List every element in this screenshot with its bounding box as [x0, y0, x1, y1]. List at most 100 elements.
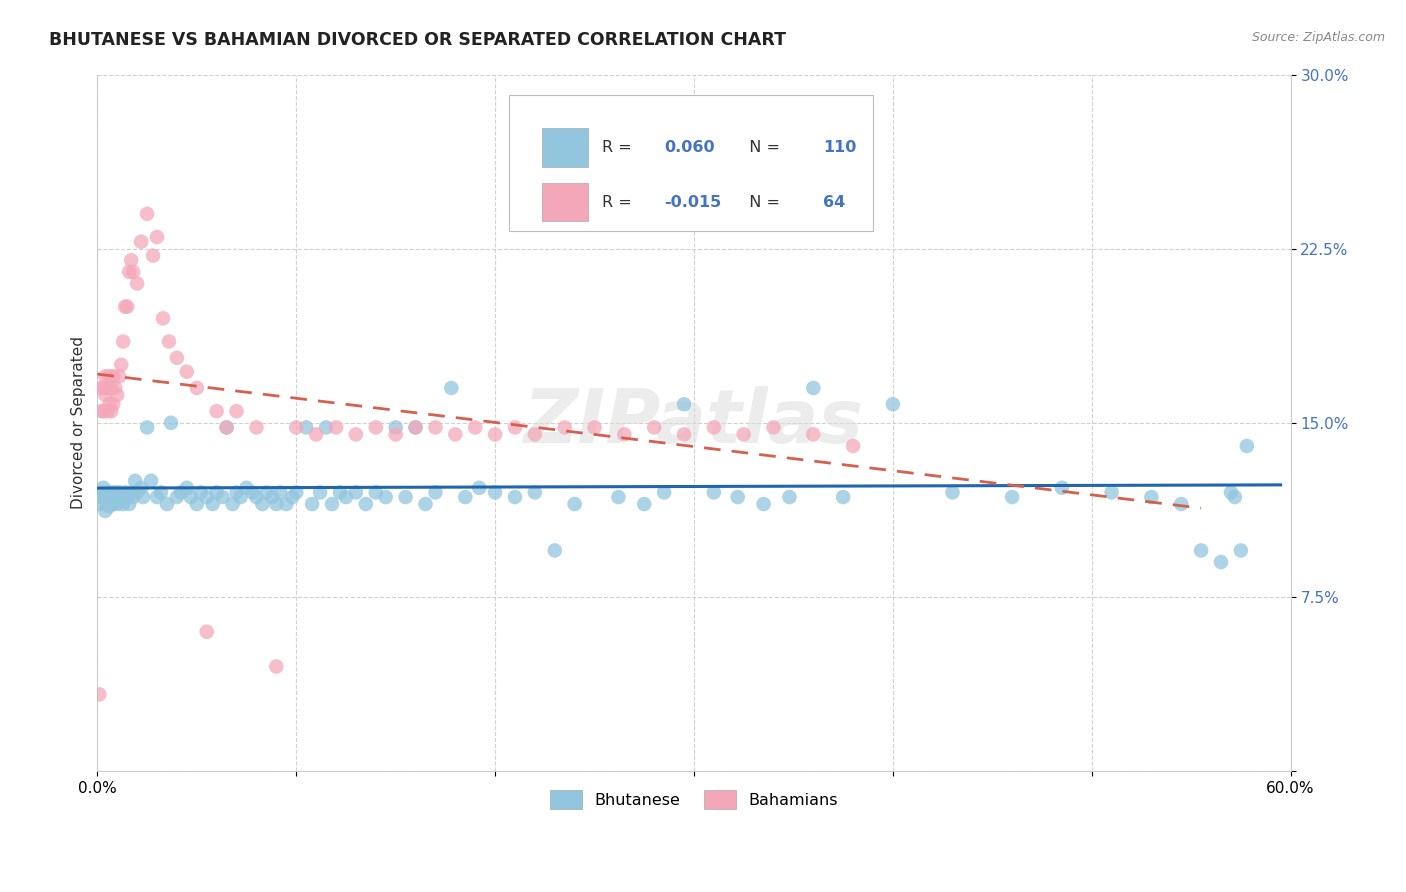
Bhutanese	[89, 490, 111, 504]
Bhutanese	[425, 485, 447, 500]
Bahamians	[613, 427, 636, 442]
Bhutanese	[98, 490, 121, 504]
Text: -0.015: -0.015	[664, 194, 721, 210]
Bahamians	[195, 624, 218, 639]
Bhutanese	[166, 490, 188, 504]
Bhutanese	[1001, 490, 1024, 504]
Bhutanese	[941, 485, 963, 500]
Bahamians	[90, 404, 112, 418]
Bahamians	[100, 404, 122, 418]
Bhutanese	[90, 497, 112, 511]
Bhutanese	[104, 494, 127, 508]
Bahamians	[176, 365, 198, 379]
Bahamians	[733, 427, 755, 442]
Bhutanese	[354, 497, 377, 511]
Bhutanese	[1236, 439, 1258, 453]
Bhutanese	[384, 420, 406, 434]
Bahamians	[425, 420, 447, 434]
Bhutanese	[394, 490, 416, 504]
Text: N =: N =	[740, 194, 786, 210]
Bahamians	[266, 659, 288, 673]
Bhutanese	[170, 485, 193, 500]
Bhutanese	[583, 184, 606, 198]
Bhutanese	[1230, 543, 1253, 558]
Bhutanese	[344, 485, 367, 500]
Bahamians	[122, 265, 145, 279]
Bahamians	[484, 427, 506, 442]
FancyBboxPatch shape	[509, 95, 873, 231]
Bahamians	[364, 420, 387, 434]
Bhutanese	[156, 497, 179, 511]
Bhutanese	[262, 490, 284, 504]
Bahamians	[384, 427, 406, 442]
Bhutanese	[727, 490, 749, 504]
Bahamians	[94, 369, 117, 384]
Bhutanese	[136, 420, 159, 434]
Bahamians	[673, 427, 696, 442]
Text: R =: R =	[602, 140, 637, 155]
Bahamians	[90, 381, 112, 395]
Bhutanese	[882, 397, 904, 411]
Bahamians	[98, 397, 121, 411]
Bhutanese	[245, 490, 267, 504]
Bhutanese	[205, 485, 228, 500]
Bahamians	[554, 420, 576, 434]
Bahamians	[103, 397, 125, 411]
Bhutanese	[103, 497, 125, 511]
Bahamians	[205, 404, 228, 418]
Bahamians	[225, 404, 247, 418]
Text: 110: 110	[823, 140, 856, 155]
Bhutanese	[1101, 485, 1123, 500]
Bhutanese	[176, 481, 198, 495]
Bhutanese	[405, 420, 427, 434]
Bahamians	[523, 427, 546, 442]
Text: Source: ZipAtlas.com: Source: ZipAtlas.com	[1251, 31, 1385, 45]
Bahamians	[325, 420, 347, 434]
Bhutanese	[211, 490, 233, 504]
Text: R =: R =	[602, 194, 637, 210]
Bhutanese	[90, 485, 112, 500]
Bhutanese	[484, 485, 506, 500]
Bahamians	[285, 420, 308, 434]
Bhutanese	[295, 420, 318, 434]
Bahamians	[583, 420, 606, 434]
Bahamians	[112, 334, 135, 349]
Bhutanese	[201, 497, 224, 511]
Bhutanese	[112, 497, 135, 511]
Bhutanese	[752, 497, 775, 511]
Bhutanese	[235, 481, 257, 495]
Bahamians	[103, 369, 125, 384]
Bhutanese	[122, 490, 145, 504]
Bahamians	[344, 427, 367, 442]
Bhutanese	[1170, 497, 1192, 511]
Bhutanese	[633, 497, 655, 511]
Bahamians	[100, 381, 122, 395]
Bahamians	[464, 420, 486, 434]
Bhutanese	[108, 485, 131, 500]
Bahamians	[643, 420, 665, 434]
Bhutanese	[105, 490, 128, 504]
Bahamians	[94, 388, 117, 402]
Bhutanese	[335, 490, 357, 504]
Bhutanese	[1140, 490, 1163, 504]
Bahamians	[762, 420, 785, 434]
Bahamians	[157, 334, 180, 349]
Bhutanese	[801, 381, 824, 395]
Bahamians	[444, 427, 467, 442]
Bhutanese	[832, 490, 855, 504]
Bhutanese	[415, 497, 437, 511]
Bahamians	[129, 235, 152, 249]
Bahamians	[152, 311, 174, 326]
Bhutanese	[1219, 485, 1241, 500]
Bahamians	[120, 253, 142, 268]
Bahamians	[801, 427, 824, 442]
Bahamians	[114, 300, 136, 314]
Bhutanese	[127, 485, 149, 500]
Bhutanese	[98, 500, 121, 514]
Bhutanese	[100, 485, 122, 500]
Bhutanese	[269, 485, 291, 500]
Bahamians	[118, 265, 141, 279]
Bahamians	[104, 381, 127, 395]
Bahamians	[91, 404, 114, 418]
Bhutanese	[374, 490, 396, 504]
